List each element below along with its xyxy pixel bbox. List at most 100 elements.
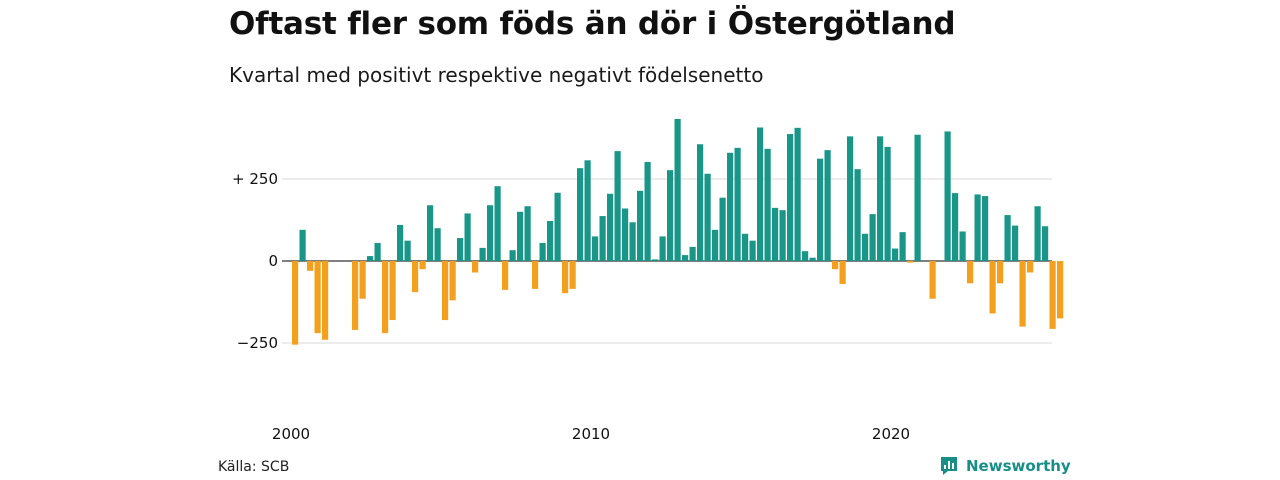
bar — [869, 214, 876, 261]
bar — [989, 261, 996, 314]
bar — [1049, 261, 1056, 329]
bar — [817, 158, 824, 261]
bar — [779, 210, 786, 261]
bar — [1027, 261, 1034, 273]
y-tick-label: −250 — [237, 334, 278, 352]
bar — [794, 127, 801, 261]
bar — [697, 144, 704, 261]
brand-logo[interactable]: Newsworthy — [939, 456, 1071, 476]
x-tick-label: 2020 — [872, 425, 910, 443]
bar — [659, 236, 666, 261]
bar — [449, 261, 456, 301]
bar — [667, 170, 674, 261]
bar — [757, 127, 764, 261]
bar — [712, 229, 719, 261]
bar — [584, 160, 591, 261]
bar — [877, 136, 884, 261]
bar — [1034, 206, 1041, 261]
bar — [742, 233, 749, 261]
bar — [322, 261, 329, 340]
bar — [622, 208, 629, 261]
bar — [734, 147, 741, 261]
newsworthy-logo-icon — [941, 457, 957, 475]
bar — [787, 134, 794, 261]
bar — [1057, 261, 1064, 319]
bar — [727, 152, 734, 261]
bar — [862, 233, 869, 261]
bar — [764, 148, 771, 261]
bar — [1012, 225, 1019, 261]
bar — [847, 136, 854, 261]
bar — [307, 261, 314, 271]
bar — [944, 131, 951, 261]
bar — [809, 257, 816, 261]
bar — [427, 205, 434, 261]
y-tick-label: 0 — [268, 252, 278, 270]
bar — [802, 251, 809, 261]
bar — [367, 256, 374, 261]
bar — [959, 231, 966, 261]
bar — [682, 255, 689, 261]
bar — [292, 261, 299, 345]
chart-subtitle: Kvartal med positivt respektive negativt… — [229, 63, 764, 87]
x-tick-label: 2000 — [272, 425, 310, 443]
bar — [607, 193, 614, 261]
bar — [404, 240, 411, 261]
bar — [359, 261, 366, 299]
bar — [952, 193, 959, 261]
bar — [689, 246, 696, 261]
bar — [997, 261, 1004, 284]
bar — [412, 261, 419, 293]
bar — [532, 261, 539, 289]
bar — [824, 150, 831, 261]
bar — [457, 238, 464, 261]
bar — [839, 261, 846, 284]
source-note: Källa: SCB — [218, 459, 290, 475]
bar — [967, 261, 974, 284]
bar — [502, 261, 509, 290]
bar — [494, 186, 501, 261]
bar — [974, 194, 981, 261]
bar — [899, 232, 906, 261]
bar — [772, 207, 779, 261]
bar — [892, 248, 899, 261]
bar — [472, 261, 479, 273]
bar — [547, 220, 554, 261]
bar — [569, 261, 576, 289]
bar — [637, 190, 644, 261]
bar — [854, 169, 861, 261]
bar — [592, 236, 599, 261]
bar — [629, 222, 636, 261]
bar — [749, 240, 756, 261]
x-tick-label: 2010 — [572, 425, 610, 443]
bar — [539, 242, 546, 261]
bar — [929, 261, 936, 299]
bar — [644, 161, 651, 261]
bar — [719, 197, 726, 261]
bar — [562, 261, 569, 294]
bar — [884, 146, 891, 261]
bar — [652, 259, 659, 261]
bar — [479, 247, 486, 261]
bar — [599, 216, 606, 261]
bar — [1019, 261, 1026, 327]
bar — [914, 134, 921, 261]
bar — [832, 261, 839, 270]
y-tick-label: + 250 — [232, 170, 278, 188]
bar — [487, 205, 494, 261]
bar — [907, 261, 914, 263]
bar — [704, 173, 711, 261]
bar — [577, 168, 584, 261]
bar — [419, 261, 426, 270]
bar — [674, 118, 681, 261]
bar — [382, 261, 389, 334]
chart-title: Oftast fler som föds än dör i Östergötla… — [229, 6, 956, 42]
bar — [464, 213, 471, 261]
bar — [299, 229, 306, 261]
bar — [524, 206, 531, 261]
bar — [434, 228, 441, 261]
bar — [517, 211, 524, 261]
bar — [374, 242, 381, 261]
bar — [442, 261, 449, 321]
